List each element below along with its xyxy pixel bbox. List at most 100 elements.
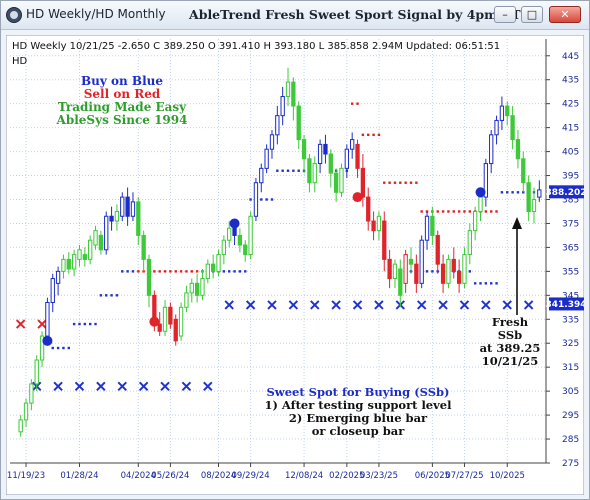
support-x-mark	[374, 300, 384, 310]
candle	[109, 206, 114, 231]
candle	[50, 273, 55, 313]
x-tick-label: 01/28/24	[60, 471, 98, 481]
y-tick-label: 345	[562, 291, 579, 301]
legend-buy: Buy on Blue	[81, 74, 163, 88]
candle-body	[312, 163, 317, 184]
candle	[467, 223, 472, 265]
y-tick-label: 305	[562, 387, 579, 397]
candle	[355, 139, 360, 178]
support-x-mark-stroke	[74, 381, 85, 392]
candle	[29, 379, 34, 411]
support-dot	[495, 282, 498, 285]
x-tick-label: 12/08/24	[285, 471, 323, 481]
support-dot	[473, 282, 477, 285]
last-price-tag: 388.202	[546, 185, 584, 199]
support-x-mark-stroke	[288, 300, 299, 310]
candle-body	[66, 258, 71, 270]
candle-body	[227, 227, 232, 241]
support-dot	[78, 322, 81, 326]
resistance-dot	[399, 181, 402, 184]
candle-body	[408, 258, 414, 265]
candle	[275, 106, 280, 145]
minimize-button[interactable]: –	[494, 6, 516, 23]
support-x-mark-stroke	[416, 300, 427, 310]
chart-frame	[6, 35, 584, 495]
resistance-dot	[484, 210, 488, 213]
support-x-mark	[160, 381, 170, 392]
support-x-mark-stroke	[267, 300, 277, 310]
chart-area[interactable]: 275 285 295 305 315 325 335 345 355 365 375 385 395 4…	[6, 35, 584, 495]
candle-body	[61, 258, 66, 272]
support-dot	[115, 294, 119, 297]
support-dot	[105, 294, 108, 297]
candle	[301, 134, 307, 174]
support-x-mark-stroke	[438, 300, 448, 310]
support-dot	[270, 198, 274, 201]
candle	[296, 101, 301, 150]
candle-body	[173, 318, 178, 342]
support-x-mark	[416, 300, 427, 310]
resistance-dot	[490, 210, 493, 213]
candle-body	[440, 263, 446, 284]
candle	[280, 86, 285, 126]
candle	[366, 187, 371, 231]
resistance-dot	[372, 133, 375, 137]
candle-body	[494, 119, 499, 136]
signal-circle-blue	[229, 218, 240, 229]
candle-body	[515, 139, 521, 160]
support-x-mark-stroke	[224, 300, 234, 310]
candle	[376, 211, 382, 241]
support-x-mark	[96, 381, 106, 392]
candle-body	[93, 230, 98, 246]
candle-body	[237, 234, 243, 246]
window-title: HD Weekly/HD Monthly	[26, 7, 166, 21]
support-x-mark	[438, 300, 448, 310]
resistance-dot	[169, 270, 172, 273]
resistance-dot	[174, 270, 177, 273]
support-x-mark	[310, 300, 320, 310]
candle	[371, 211, 376, 241]
candle	[136, 197, 141, 246]
candle-body	[221, 239, 227, 256]
resistance-dot	[393, 181, 397, 184]
support-dot	[83, 322, 87, 326]
signal-circle-red	[149, 316, 160, 327]
restore-button[interactable]: □	[521, 6, 543, 23]
candle-body	[275, 115, 280, 136]
candle	[168, 302, 173, 329]
support-price-label: 341.394	[546, 300, 585, 310]
candle	[489, 130, 494, 174]
candle	[205, 259, 210, 284]
candle-body	[39, 335, 45, 361]
candle-body	[232, 227, 237, 236]
candle	[312, 156, 317, 193]
x-tick-label: 10/2025	[490, 471, 525, 481]
candle-body	[120, 196, 125, 217]
resistance-dot	[463, 210, 466, 213]
fresh-line-3: at 389.25	[480, 341, 541, 355]
resistance-dot	[195, 270, 199, 273]
candle-body	[168, 306, 173, 325]
candle-body	[125, 196, 130, 217]
candle	[248, 211, 253, 260]
candle	[243, 240, 248, 262]
support-x-mark-stroke	[160, 381, 170, 392]
support-x-mark	[117, 381, 127, 392]
close-button[interactable]: ✕	[549, 6, 581, 23]
price-chart[interactable]: 275 285 295 305 315 325 335 345 355 365 375 385 395 4…	[6, 35, 584, 495]
candle	[339, 163, 344, 198]
support-dot	[126, 270, 129, 273]
candle	[526, 175, 531, 222]
candle	[221, 235, 227, 265]
candle	[189, 278, 194, 303]
support-x-mark	[203, 381, 213, 392]
candle-body	[473, 210, 478, 232]
candle	[82, 247, 87, 267]
candle-body	[200, 278, 205, 296]
candle	[259, 163, 264, 193]
support-dot	[265, 198, 268, 201]
title-bar[interactable]: HD Weekly/HD Monthly AbleTrend Fresh Swe…	[1, 1, 589, 30]
resistance-dot	[179, 270, 183, 273]
candle-body	[253, 182, 259, 217]
candle-body	[77, 249, 82, 260]
